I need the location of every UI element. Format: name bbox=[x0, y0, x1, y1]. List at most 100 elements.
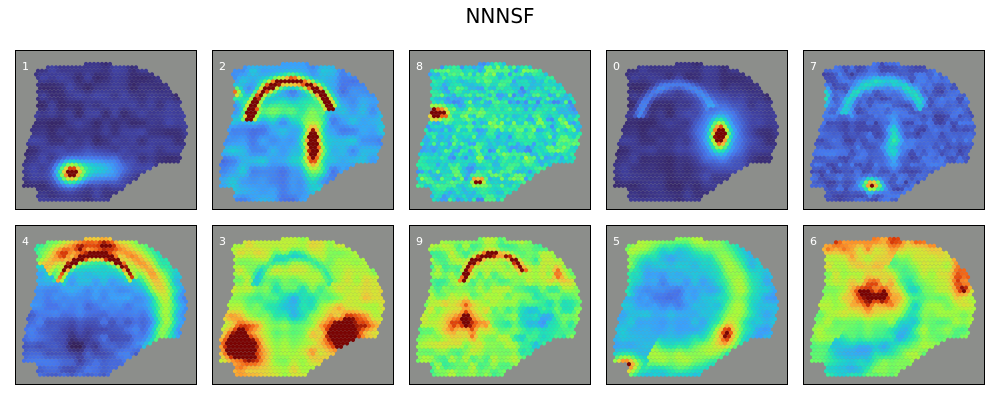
spot bbox=[310, 190, 316, 195]
spot bbox=[366, 114, 372, 119]
spot bbox=[69, 134, 75, 140]
spot bbox=[722, 152, 728, 157]
spot bbox=[300, 131, 306, 136]
spot bbox=[734, 68, 740, 73]
spot bbox=[690, 103, 696, 108]
spot bbox=[521, 89, 527, 94]
spot bbox=[515, 100, 521, 105]
spot bbox=[63, 103, 69, 108]
spot bbox=[226, 148, 232, 154]
spot bbox=[103, 124, 109, 129]
spot bbox=[328, 138, 334, 143]
spot bbox=[509, 124, 515, 129]
spot bbox=[698, 103, 704, 108]
spot bbox=[523, 86, 529, 91]
spot bbox=[624, 148, 630, 154]
spot bbox=[692, 128, 698, 133]
spot bbox=[256, 152, 262, 157]
spot bbox=[487, 86, 493, 91]
spot bbox=[678, 152, 684, 157]
spot bbox=[523, 155, 529, 160]
spot bbox=[97, 72, 103, 77]
spot bbox=[485, 166, 491, 171]
spot bbox=[654, 110, 660, 115]
spot bbox=[463, 190, 469, 195]
spot bbox=[137, 114, 143, 119]
spot bbox=[272, 75, 278, 80]
spot bbox=[555, 141, 561, 147]
spot bbox=[117, 155, 123, 160]
spot bbox=[91, 68, 97, 73]
spot bbox=[109, 134, 115, 140]
spot bbox=[87, 180, 93, 185]
spot bbox=[435, 72, 441, 77]
spot bbox=[284, 68, 290, 73]
spot bbox=[702, 152, 708, 157]
spot bbox=[101, 155, 107, 160]
spot bbox=[326, 155, 332, 160]
spot bbox=[103, 68, 109, 73]
spot bbox=[234, 162, 240, 167]
spot bbox=[37, 169, 43, 174]
spot bbox=[298, 169, 304, 174]
spot bbox=[270, 121, 276, 126]
spot bbox=[49, 114, 55, 119]
spot bbox=[41, 100, 47, 105]
spot bbox=[491, 114, 497, 119]
spot bbox=[479, 169, 485, 174]
spot bbox=[523, 128, 529, 133]
spot bbox=[33, 183, 39, 188]
spot bbox=[636, 155, 642, 160]
spot bbox=[537, 159, 543, 164]
spot bbox=[648, 141, 654, 147]
spot bbox=[127, 159, 133, 164]
spot bbox=[85, 148, 91, 154]
spot bbox=[505, 187, 511, 192]
spot bbox=[290, 79, 296, 84]
spot bbox=[640, 86, 646, 91]
spot bbox=[47, 103, 53, 108]
spot bbox=[163, 89, 169, 94]
spot bbox=[455, 169, 461, 174]
spot bbox=[45, 79, 51, 84]
spot bbox=[437, 96, 443, 101]
spot bbox=[537, 138, 543, 143]
spot bbox=[718, 159, 724, 164]
spot bbox=[181, 134, 187, 140]
spot bbox=[314, 134, 320, 140]
spot bbox=[481, 117, 487, 122]
spot bbox=[310, 79, 316, 84]
spot bbox=[171, 110, 177, 115]
spot bbox=[111, 124, 117, 129]
spot bbox=[652, 100, 658, 105]
spot bbox=[169, 100, 175, 105]
spot bbox=[360, 89, 366, 94]
spot bbox=[640, 134, 646, 140]
spot bbox=[67, 103, 73, 108]
spot bbox=[141, 155, 147, 160]
panel-8: 8 bbox=[409, 50, 591, 210]
spot bbox=[513, 117, 519, 122]
spot bbox=[569, 145, 575, 150]
spot bbox=[756, 114, 762, 119]
spot bbox=[272, 152, 278, 157]
spot bbox=[113, 65, 119, 70]
spot bbox=[175, 117, 181, 122]
spot bbox=[443, 176, 449, 181]
spot bbox=[437, 152, 443, 157]
spot bbox=[425, 173, 431, 178]
spot bbox=[515, 148, 521, 154]
spot bbox=[356, 103, 362, 108]
spot bbox=[646, 96, 652, 101]
spot bbox=[559, 100, 565, 105]
panel-label-2: 2 bbox=[219, 60, 226, 73]
spot bbox=[473, 124, 479, 129]
spot bbox=[49, 79, 55, 84]
spot bbox=[461, 180, 467, 185]
spot bbox=[31, 159, 37, 164]
spot bbox=[89, 197, 95, 202]
spot bbox=[230, 148, 236, 154]
spot bbox=[107, 75, 113, 80]
spot bbox=[129, 141, 135, 147]
spot bbox=[481, 187, 487, 192]
